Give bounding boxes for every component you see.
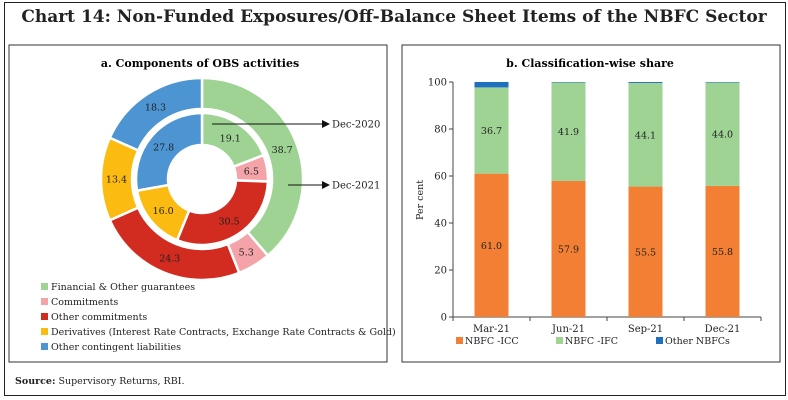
legend-item: NBFC -ICC	[465, 336, 519, 347]
legend-item: Derivatives (Interest Rate Contracts, Ex…	[51, 327, 396, 338]
legend-swatch	[41, 328, 48, 335]
legend-swatch	[41, 343, 48, 350]
bar-nbfc-icc	[705, 185, 740, 317]
bar-data-label: 44.0	[712, 130, 733, 141]
legend-swatch	[456, 337, 463, 344]
x-tick-label: Mar-21	[473, 324, 510, 335]
y-axis-label: Per cent	[415, 180, 426, 220]
legend-item: Other commitments	[51, 312, 147, 323]
source-note: Source: Supervisory Returns, RBI.	[15, 376, 184, 387]
legend-item: Commitments	[51, 297, 118, 308]
bar-data-label: 55.8	[712, 247, 733, 258]
legend-item: Financial & Other guarantees	[51, 282, 195, 293]
figure-title: Chart 14: Non-Funded Exposures/Off-Balan…	[21, 7, 767, 27]
bar-nbfc-ifc	[551, 82, 586, 181]
bar-other-nbfcs	[628, 82, 663, 83]
x-tick-label: Jun-21	[551, 324, 585, 335]
x-tick-label: Dec-21	[705, 324, 741, 335]
legend-item: Other contingent liabilities	[51, 342, 181, 353]
donut-slice-outer-4	[108, 76, 204, 153]
donut-data-label: 16.0	[153, 206, 174, 217]
arrow-head-icon	[322, 120, 330, 128]
arrow-head-icon	[322, 181, 330, 189]
y-tick-label: 40	[434, 219, 447, 230]
donut-data-label: 6.5	[244, 166, 259, 177]
donut-slice-inner-2	[175, 179, 270, 247]
donut-data-label: 38.7	[272, 145, 293, 156]
legend-item: NBFC -IFC	[565, 336, 618, 347]
y-tick-label: 60	[434, 172, 447, 183]
bar-nbfc-ifc	[474, 87, 509, 174]
bar-other-nbfcs	[474, 82, 509, 88]
panel-a-title: a. Components of OBS activities	[101, 57, 299, 70]
series-label: Dec-2021	[332, 181, 380, 192]
bar-nbfc-icc	[628, 186, 663, 317]
legend-swatch	[41, 283, 48, 290]
donut-data-label: 24.3	[159, 254, 180, 265]
donut-data-label: 27.8	[153, 142, 174, 153]
bar-nbfc-icc	[551, 180, 586, 317]
bar-data-label: 44.1	[635, 130, 656, 141]
bar-data-label: 57.9	[558, 244, 579, 255]
y-tick-label: 100	[428, 78, 447, 89]
legend-item: Other NBFCs	[665, 336, 730, 347]
bar-data-label: 41.9	[558, 127, 579, 138]
bar-data-label: 61.0	[481, 241, 502, 252]
donut-data-label: 5.3	[239, 248, 254, 259]
donut-data-label: 30.5	[219, 217, 240, 228]
donut-data-label: 13.4	[106, 175, 127, 186]
figure-border	[4, 2, 786, 396]
donut-slice-inner-4	[134, 111, 204, 193]
bar-nbfc-ifc	[628, 82, 663, 187]
panel-b-title: b. Classification-wise share	[506, 57, 674, 70]
bar-data-label: 36.7	[481, 126, 502, 137]
donut-slice-outer-0	[200, 76, 305, 258]
panel-b-border	[401, 44, 781, 363]
bar-data-label: 55.5	[635, 247, 656, 258]
donut-data-label: 18.3	[145, 103, 166, 114]
y-tick-label: 20	[434, 266, 447, 277]
bar-nbfc-icc	[474, 173, 509, 317]
panel-a-border	[8, 44, 388, 363]
source-text: Supervisory Returns, RBI.	[55, 376, 185, 387]
series-label: Dec-2020	[332, 120, 380, 131]
x-tick-label: Sep-21	[628, 324, 663, 335]
legend-swatch	[41, 313, 48, 320]
donut-data-label: 19.1	[220, 133, 241, 144]
legend-swatch	[656, 337, 663, 344]
y-tick-label: 80	[434, 125, 447, 136]
legend-swatch	[41, 298, 48, 305]
y-tick-label: 0	[441, 313, 447, 324]
source-label: Source:	[15, 376, 56, 387]
bar-nbfc-ifc	[705, 82, 740, 186]
legend-swatch	[556, 337, 563, 344]
